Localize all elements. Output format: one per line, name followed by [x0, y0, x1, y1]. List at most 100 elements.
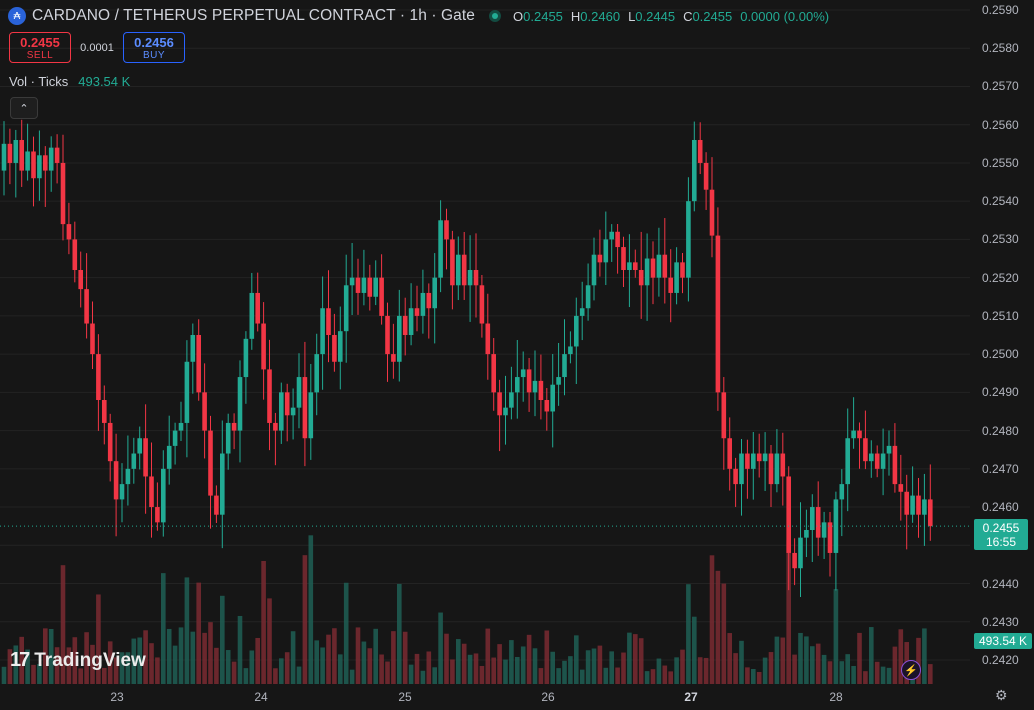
time-tick-label: 25 [398, 690, 412, 704]
collapse-legend-button[interactable]: ⌃ [10, 97, 38, 119]
volume-bar [184, 577, 190, 684]
candle-body [591, 254, 597, 286]
volume-bar [880, 666, 886, 684]
candle-body [208, 430, 213, 496]
ohlc-open: O0.2455 [513, 8, 563, 24]
volume-bar [503, 659, 508, 684]
candle-body [727, 438, 732, 469]
candle-body [633, 262, 638, 270]
symbol-header: ₳ CARDANO / TETHERUS PERPETUAL CONTRACT … [0, 0, 829, 32]
tradingview-wordmark: TradingView [34, 649, 146, 671]
candle-body [450, 239, 455, 286]
volume-bar [798, 632, 803, 684]
volume-bar [520, 646, 526, 684]
candle-body [172, 430, 178, 446]
candle-body [473, 270, 479, 286]
volume-bar [515, 656, 520, 684]
bar-countdown: 16:55 [985, 535, 1017, 549]
candle-body [414, 308, 420, 316]
volume-bar [308, 535, 314, 684]
candle-body [137, 438, 142, 454]
candle-body [249, 292, 255, 339]
sell-label: SELL [26, 50, 54, 61]
price-chart[interactable] [0, 0, 970, 684]
volume-bar [196, 582, 201, 684]
price-axis[interactable]: 0.2590 0.2580 0.2570 0.2560 0.2550 0.2540 0.25… [970, 0, 1034, 710]
price-tick-label: 0.2500 [982, 347, 1019, 362]
sell-button[interactable]: 0.2455 SELL [9, 32, 71, 63]
volume-bar [178, 627, 184, 684]
candle-body [497, 392, 502, 416]
candle-body [343, 285, 349, 332]
candle-body [391, 354, 396, 362]
candle-body [922, 499, 927, 515]
volume-bar [662, 665, 668, 684]
candle-body [715, 235, 721, 393]
volume-bar [338, 654, 343, 684]
volume-bar [721, 583, 727, 684]
volume-legend-value: 493.54 K [78, 74, 131, 89]
price-tick-label: 0.2470 [982, 461, 1019, 476]
volume-bar [231, 661, 237, 684]
volume-bar [827, 661, 833, 684]
candle-body [255, 292, 260, 324]
volume-bar [391, 631, 396, 684]
buy-price: 0.2456 [134, 35, 174, 50]
lightning-icon[interactable]: ⚡ [901, 660, 921, 680]
settings-gear-icon[interactable]: ⚙ [995, 687, 1008, 703]
volume-bar [450, 659, 455, 684]
candle-body [214, 495, 219, 515]
volume-bar [267, 598, 272, 684]
volume-bar [107, 641, 113, 684]
candle-body [910, 495, 915, 515]
tradingview-logo[interactable]: 17 TradingView [10, 649, 146, 672]
candle-body [668, 277, 673, 293]
volume-bar [290, 631, 296, 684]
candle-body [733, 468, 738, 485]
volume-bar [467, 654, 473, 684]
volume-bar [680, 649, 685, 684]
cardano-coin-icon[interactable]: ₳ [8, 7, 26, 25]
volume-legend[interactable]: Vol · Ticks 493.54 K [9, 74, 130, 89]
candle-body [709, 189, 715, 236]
chart-pane[interactable] [0, 0, 970, 684]
volume-bar [461, 643, 467, 684]
candle-body [680, 262, 685, 278]
volume-bar [48, 628, 54, 684]
candle-body [467, 270, 473, 286]
buy-button[interactable]: 0.2456 BUY [123, 32, 185, 63]
volume-bar [361, 641, 367, 684]
volume-bar [255, 637, 260, 684]
volume-bar [780, 637, 786, 684]
candle-body [886, 445, 892, 454]
volume-bar [426, 651, 432, 684]
volume-bar [574, 635, 579, 684]
volume-bar [810, 646, 815, 684]
volume-bar [579, 669, 585, 684]
volume-bar [343, 582, 349, 684]
candle-body [355, 277, 361, 293]
volume-bar [90, 644, 95, 684]
candle-body [25, 151, 30, 171]
candle-body [756, 453, 762, 462]
time-tick-label: 27 [684, 690, 698, 704]
volume-bar [886, 667, 892, 684]
volume-bar [898, 629, 904, 684]
price-tick-label: 0.2560 [982, 117, 1019, 132]
candle-body [585, 285, 591, 309]
volume-bar [556, 668, 561, 684]
volume-bar [638, 638, 644, 684]
candle-body [149, 476, 154, 508]
candle-body [385, 315, 390, 355]
ohlc-high: H0.2460 [570, 8, 621, 24]
symbol-title[interactable]: CARDANO / TETHERUS PERPETUAL CONTRACT · … [32, 7, 476, 24]
candle-body [296, 377, 302, 408]
candle-body [267, 369, 272, 423]
volume-bar [633, 634, 638, 684]
buy-label: BUY [142, 50, 166, 61]
price-tick-label: 0.2430 [982, 614, 1019, 629]
price-tick-label: 0.2570 [982, 79, 1019, 94]
ohlc-close: C0.2455 [683, 8, 733, 24]
candle-body [786, 476, 791, 553]
volume-bar [922, 628, 927, 684]
